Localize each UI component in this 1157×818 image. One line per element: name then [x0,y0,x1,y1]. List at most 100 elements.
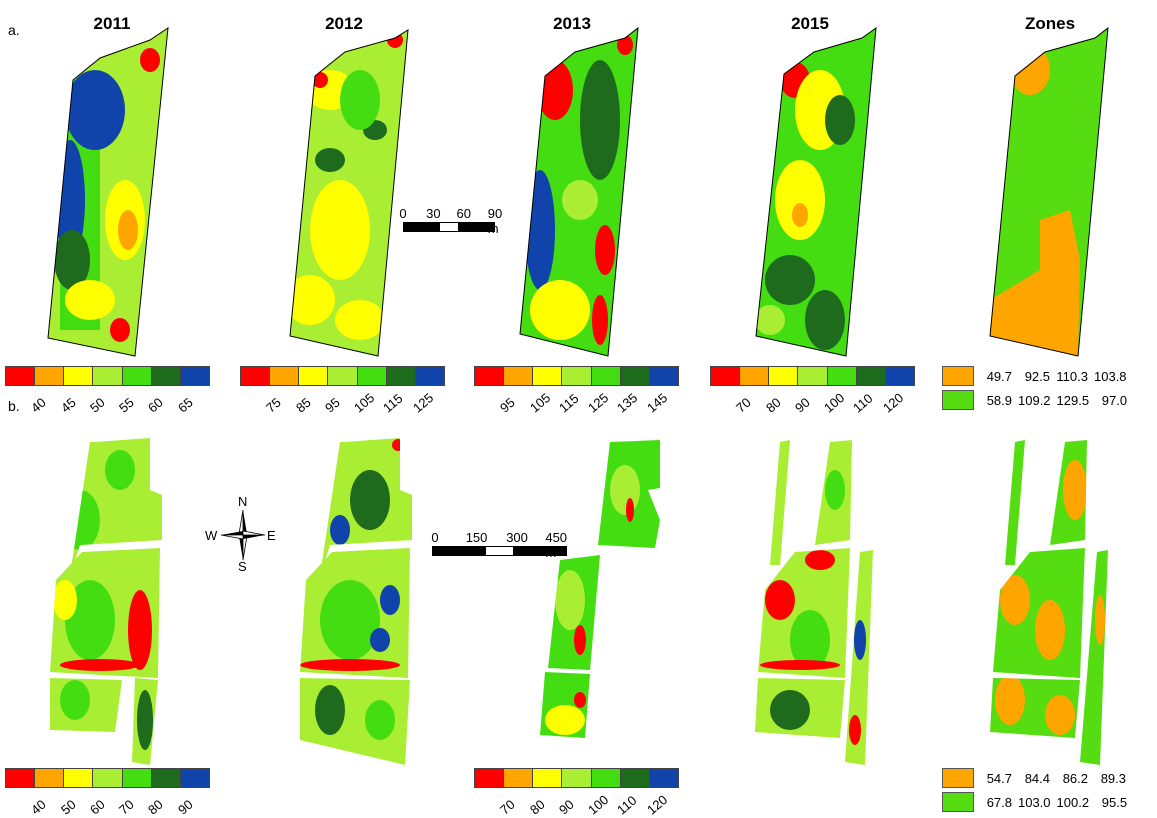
scale-a-label-3: 90 m [487,206,503,236]
ramp-swatch [122,769,152,787]
zone-value: 54.7 [986,770,1012,786]
scale-b-label-1: 150 [465,530,488,545]
zone-value: 67.8 [986,794,1012,810]
zone-swatch-low [942,366,974,386]
zone-value: 86.2 [1062,770,1088,786]
zone-value: 97.0 [1101,392,1128,408]
ramp-swatch [504,367,534,385]
map-b-2011 [50,438,162,765]
compass-rose-icon [220,509,266,561]
ramp-swatch [504,769,534,787]
zone-value: 103.0 [1018,794,1051,810]
ramp-swatch [475,367,505,385]
ramp-swatch [151,769,181,787]
ramp-swatch [562,769,592,787]
compass-s: S [238,559,247,574]
ramp-swatch [299,367,329,385]
ramp-swatch [649,769,678,787]
ramp-swatch [151,367,181,385]
ramp-swatch [711,367,741,385]
map-a-2013 [520,28,638,356]
ramp-swatch [533,769,563,787]
zone-swatch-high [942,792,974,812]
ramp-swatch [270,367,300,385]
zones-legend-a-row-low: 49.7 92.5 110.3 103.8 [942,366,1127,386]
ramp-swatch [591,769,621,787]
zone-value: 49.7 [986,368,1012,384]
ramp-swatch [386,367,416,385]
zone-value: 100.2 [1056,794,1090,810]
title-2012: 2012 [325,14,363,33]
legend-ramp-a-2015 [710,366,915,386]
zone-value: 109.2 [1018,392,1051,408]
ramp-swatch [415,367,444,385]
zone-value: 92.5 [1024,368,1050,384]
legend-ramp-b-2013 [474,768,679,788]
zone-swatch-low [942,768,974,788]
zones-legend-b-row-low: 54.7 84.4 86.2 89.3 [942,768,1126,788]
map-a-zones [990,28,1108,356]
map-a-2012 [290,30,408,356]
title-2015: 2015 [791,14,829,33]
zone-value: 110.3 [1056,368,1088,384]
legend-ramp-a-2013 [474,366,679,386]
map-a-2011 [48,28,168,356]
ramp-swatch [591,367,621,385]
ramp-swatch [740,367,770,385]
ramp-swatch [35,367,65,385]
ramp-swatch [35,769,65,787]
compass-n: N [238,494,248,509]
map-b-2012 [300,438,412,765]
ramp-swatch [533,367,563,385]
compass-e: E [267,528,276,543]
scale-a-label-0: 0 [399,206,407,221]
ramp-swatch [885,367,914,385]
ramp-swatch [620,367,650,385]
ramp-swatch [649,367,678,385]
scale-a-label-2: 60 [456,206,471,221]
zone-swatch-high [942,390,974,410]
ramp-swatch [122,367,152,385]
zone-value: 95.5 [1101,794,1128,810]
ramp-swatch [93,367,123,385]
scale-b-label-2: 300 [506,530,528,545]
ramp-swatch [241,367,271,385]
ramp-swatch [562,367,592,385]
scale-bar-b: 0 150 300 450 m [431,530,567,560]
ramp-swatch [6,769,36,787]
zone-value: 89.3 [1100,770,1126,786]
title-2011: 2011 [93,14,131,33]
map-b-zones [990,440,1108,765]
ramp-swatch [856,367,886,385]
compass-w: W [205,528,218,543]
title-zones: Zones [1024,14,1076,33]
scale-b-label-0: 0 [431,530,439,545]
ramp-swatch [620,769,650,787]
ramp-swatch [6,367,36,385]
ramp-swatch [769,367,799,385]
ramp-swatch [357,367,387,385]
ramp-swatch [798,367,828,385]
map-b-2013 [540,440,660,738]
scale-a-label-1: 30 [426,206,441,221]
legend-ramp-a-2012 [240,366,445,386]
ramp-swatch [827,367,857,385]
north-arrow-compass: N S E W [205,494,276,574]
ramp-swatch [475,769,505,787]
ramp-swatch [180,769,209,787]
scale-bar-a: 0 30 60 90 m [399,206,502,236]
zone-value: 84.4 [1024,770,1050,786]
zone-value: 58.9 [986,392,1012,408]
zones-legend-a-row-high: 58.9 109.2 129.5 97.0 [942,390,1127,410]
ramp-swatch [328,367,358,385]
legend-ramp-a-2011 [5,366,210,386]
ramp-swatch [93,769,123,787]
zone-value: 103.8 [1094,368,1127,384]
zones-legend-b-row-high: 67.8 103.0 100.2 95.5 [942,792,1127,812]
ramp-swatch [180,367,209,385]
title-2013: 2013 [553,14,591,33]
zone-value: 129.5 [1056,392,1090,408]
ramp-swatch [64,367,94,385]
panel-a-label: a. [8,22,20,38]
